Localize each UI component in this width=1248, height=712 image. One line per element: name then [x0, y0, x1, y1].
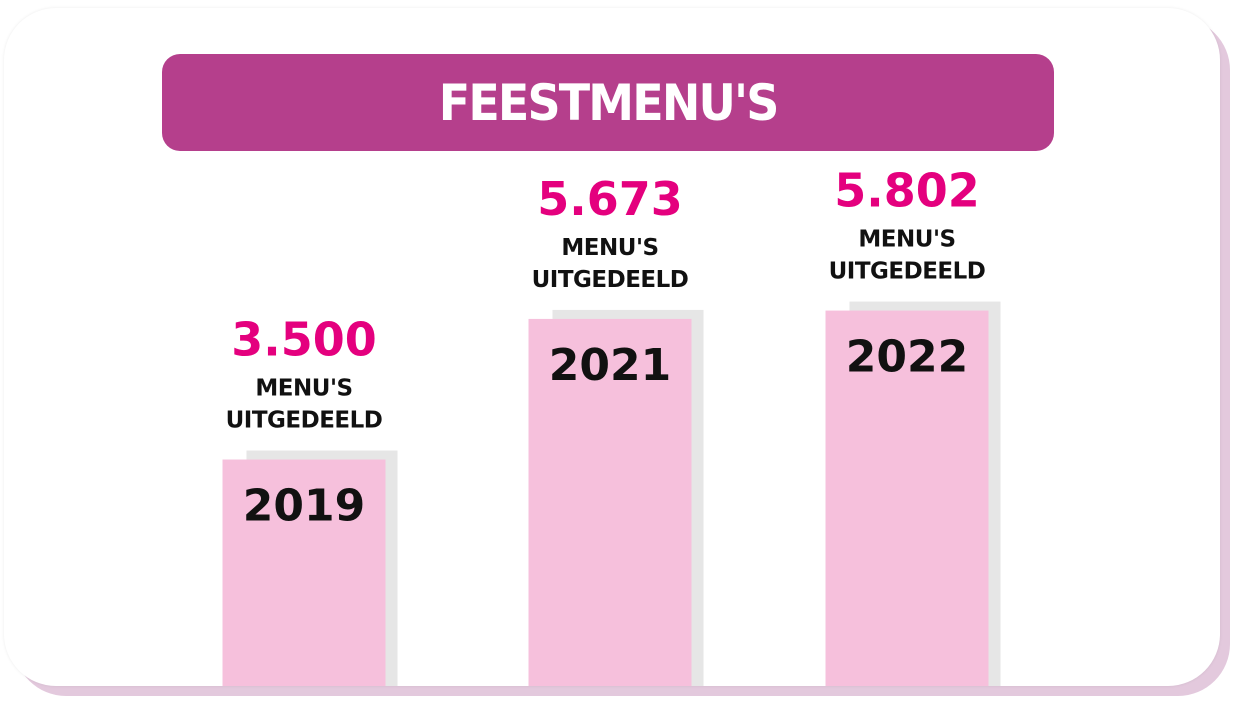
data-label-2022: 5.802: [834, 164, 980, 218]
bar-2021: [528, 318, 692, 686]
chart-title: FEESTMENU'S: [438, 73, 780, 132]
value-caption-line2: UITGEDEELD: [532, 267, 689, 293]
bar-2022: [825, 310, 989, 686]
category-label-2022: 2022: [846, 332, 968, 383]
category-label-2021: 2021: [549, 340, 671, 391]
data-label-2021: 5.673: [537, 172, 683, 226]
value-caption-line1: MENU'S: [561, 235, 658, 261]
value-caption-line2: UITGEDEELD: [226, 408, 383, 434]
title-bar: FEESTMENU'S: [162, 54, 1054, 151]
bar-chart: 2019 UITGEDEELD MENU'S 3.500 2021 UITGEDEELD M…: [222, 164, 1001, 686]
value-caption-line2: UITGEDEELD: [829, 259, 986, 285]
category-label-2019: 2019: [243, 481, 365, 532]
data-label-2019: 3.500: [231, 313, 377, 367]
value-caption-line1: MENU'S: [858, 227, 955, 253]
card: FEESTMENU'S 2019 UITGEDEELD MENU'S 3.500 202…: [4, 8, 1220, 686]
bar-2019: [222, 459, 386, 686]
value-caption-line1: MENU'S: [255, 376, 352, 402]
